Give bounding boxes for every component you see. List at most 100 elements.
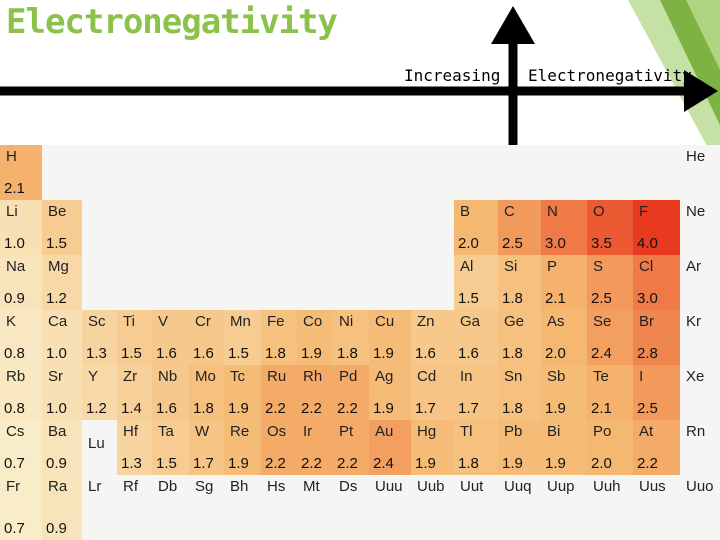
- element-symbol: Ne: [686, 203, 706, 220]
- element-cell-rb: Rb 0.8: [0, 365, 42, 420]
- element-symbol: Cs: [6, 423, 25, 440]
- electronegativity-value: 1.6: [458, 345, 479, 362]
- electronegativity-value: 4.0: [637, 235, 658, 252]
- electronegativity-value: 1.9: [545, 455, 566, 472]
- element-symbol: Ar: [686, 258, 701, 275]
- element-cell-uuo: Uuo: [680, 475, 720, 540]
- element-cell-mt: Mt: [297, 475, 333, 540]
- electronegativity-value: 1.9: [228, 455, 249, 472]
- element-cell-cu: Cu 1.9: [369, 310, 411, 365]
- element-symbol: Pb: [504, 423, 523, 440]
- electronegativity-value: 1.0: [46, 400, 67, 417]
- element-symbol: Mg: [48, 258, 69, 275]
- electronegativity-value: 1.0: [46, 345, 67, 362]
- element-symbol: Mn: [230, 313, 251, 330]
- electronegativity-value: 0.9: [46, 455, 67, 472]
- element-cell-li: Li 1.0: [0, 200, 42, 255]
- electronegativity-value: 2.2: [265, 400, 286, 417]
- element-symbol: As: [547, 313, 565, 330]
- element-cell-os: Os 2.2: [261, 420, 297, 475]
- element-cell-br: Br 2.8: [633, 310, 680, 365]
- element-cell-mg: Mg 1.2: [42, 255, 82, 310]
- element-symbol: Pt: [339, 423, 354, 440]
- element-cell-ni: Ni 1.8: [333, 310, 369, 365]
- element-cell-pt: Pt 2.2: [333, 420, 369, 475]
- electronegativity-value: 1.6: [156, 400, 177, 417]
- element-cell-co: Co 1.9: [297, 310, 333, 365]
- element-cell-hs: Hs: [261, 475, 297, 540]
- element-symbol: Kr: [686, 313, 701, 330]
- electronegativity-value: 2.4: [373, 455, 394, 472]
- arrow-label-electronegativity: Electronegativity: [528, 66, 692, 85]
- element-cell-be: Be 1.5: [42, 200, 82, 255]
- electronegativity-value: 1.7: [415, 400, 436, 417]
- element-cell-au: Au 2.4: [369, 420, 411, 475]
- electronegativity-value: 1.9: [373, 400, 394, 417]
- electronegativity-value: 1.5: [156, 455, 177, 472]
- electronegativity-value: 1.5: [458, 290, 479, 307]
- electronegativity-value: 3.0: [545, 235, 566, 252]
- element-symbol: Cd: [417, 368, 437, 385]
- element-cell-rn: Rn: [680, 420, 720, 475]
- element-symbol: C: [504, 203, 515, 220]
- element-cell-db: Db: [152, 475, 189, 540]
- element-cell-uut: Uut: [454, 475, 498, 540]
- electronegativity-value: 1.8: [193, 400, 214, 417]
- element-symbol: Sb: [547, 368, 566, 385]
- element-cell-bh: Bh: [224, 475, 261, 540]
- element-symbol: Fr: [6, 478, 21, 495]
- element-symbol: Al: [460, 258, 474, 275]
- electronegativity-value: 1.8: [265, 345, 286, 362]
- decorative-corner-shape: [686, 0, 720, 70]
- element-cell-bi: Bi 1.9: [541, 420, 587, 475]
- element-symbol: Uuu: [375, 478, 403, 495]
- element-symbol: Uus: [639, 478, 666, 495]
- electronegativity-value: 2.1: [4, 180, 25, 197]
- element-symbol: N: [547, 203, 558, 220]
- electronegativity-value: 1.0: [4, 235, 25, 252]
- element-cell-pd: Pd 2.2: [333, 365, 369, 420]
- element-symbol: Rh: [303, 368, 323, 385]
- electronegativity-value: 1.6: [415, 345, 436, 362]
- electronegativity-value: 2.2: [337, 400, 358, 417]
- element-symbol: Db: [158, 478, 178, 495]
- element-cell-zr: Zr 1.4: [117, 365, 152, 420]
- electronegativity-value: 1.5: [46, 235, 67, 252]
- element-symbol: Mt: [303, 478, 320, 495]
- electronegativity-value: 1.9: [502, 455, 523, 472]
- element-cell-fr: Fr 0.7: [0, 475, 42, 540]
- element-symbol: Cl: [639, 258, 654, 275]
- element-symbol: Ru: [267, 368, 287, 385]
- element-cell-tc: Tc 1.9: [224, 365, 261, 420]
- electronegativity-value: 3.5: [591, 235, 612, 252]
- element-symbol: Au: [375, 423, 394, 440]
- element-cell-ti: Ti 1.5: [117, 310, 152, 365]
- element-cell-b: B 2.0: [454, 200, 498, 255]
- element-symbol: Se: [593, 313, 612, 330]
- electronegativity-value: 2.1: [591, 400, 612, 417]
- element-cell-te: Te 2.1: [587, 365, 633, 420]
- periodic-table: H 2.1 He Li 1.0 Be 1.5 B 2.0 C 2.5 N 3.0 O 3.5 F 4.0 Ne Na…: [0, 145, 720, 540]
- page-title: Electronegativity: [6, 2, 338, 42]
- electronegativity-value: 1.5: [228, 345, 249, 362]
- electronegativity-value: 1.8: [502, 345, 523, 362]
- element-cell-sc: Sc 1.3: [82, 310, 117, 365]
- element-cell-cl: Cl 3.0: [633, 255, 680, 310]
- electronegativity-value: 1.7: [458, 400, 479, 417]
- element-cell-v: V 1.6: [152, 310, 189, 365]
- element-cell-n: N 3.0: [541, 200, 587, 255]
- element-symbol: F: [639, 203, 649, 220]
- element-symbol: S: [593, 258, 604, 275]
- electronegativity-value: 1.6: [193, 345, 214, 362]
- element-symbol: K: [6, 313, 17, 330]
- element-cell-uub: Uub: [411, 475, 454, 540]
- element-symbol: P: [547, 258, 558, 275]
- element-symbol: Li: [6, 203, 18, 220]
- element-cell-in: In 1.7: [454, 365, 498, 420]
- element-cell-ca: Ca 1.0: [42, 310, 82, 365]
- element-symbol: Tc: [230, 368, 245, 385]
- element-cell-i: I 2.5: [633, 365, 680, 420]
- element-symbol: Ba: [48, 423, 67, 440]
- electronegativity-value: 1.5: [121, 345, 142, 362]
- element-symbol: Uup: [547, 478, 575, 495]
